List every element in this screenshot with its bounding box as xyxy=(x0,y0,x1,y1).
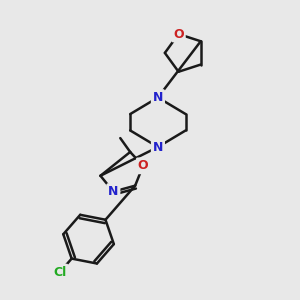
Text: O: O xyxy=(138,159,148,172)
Text: N: N xyxy=(153,91,163,104)
Text: N: N xyxy=(108,185,118,198)
Text: O: O xyxy=(173,28,184,40)
Text: Cl: Cl xyxy=(53,266,67,278)
Text: N: N xyxy=(153,140,163,154)
